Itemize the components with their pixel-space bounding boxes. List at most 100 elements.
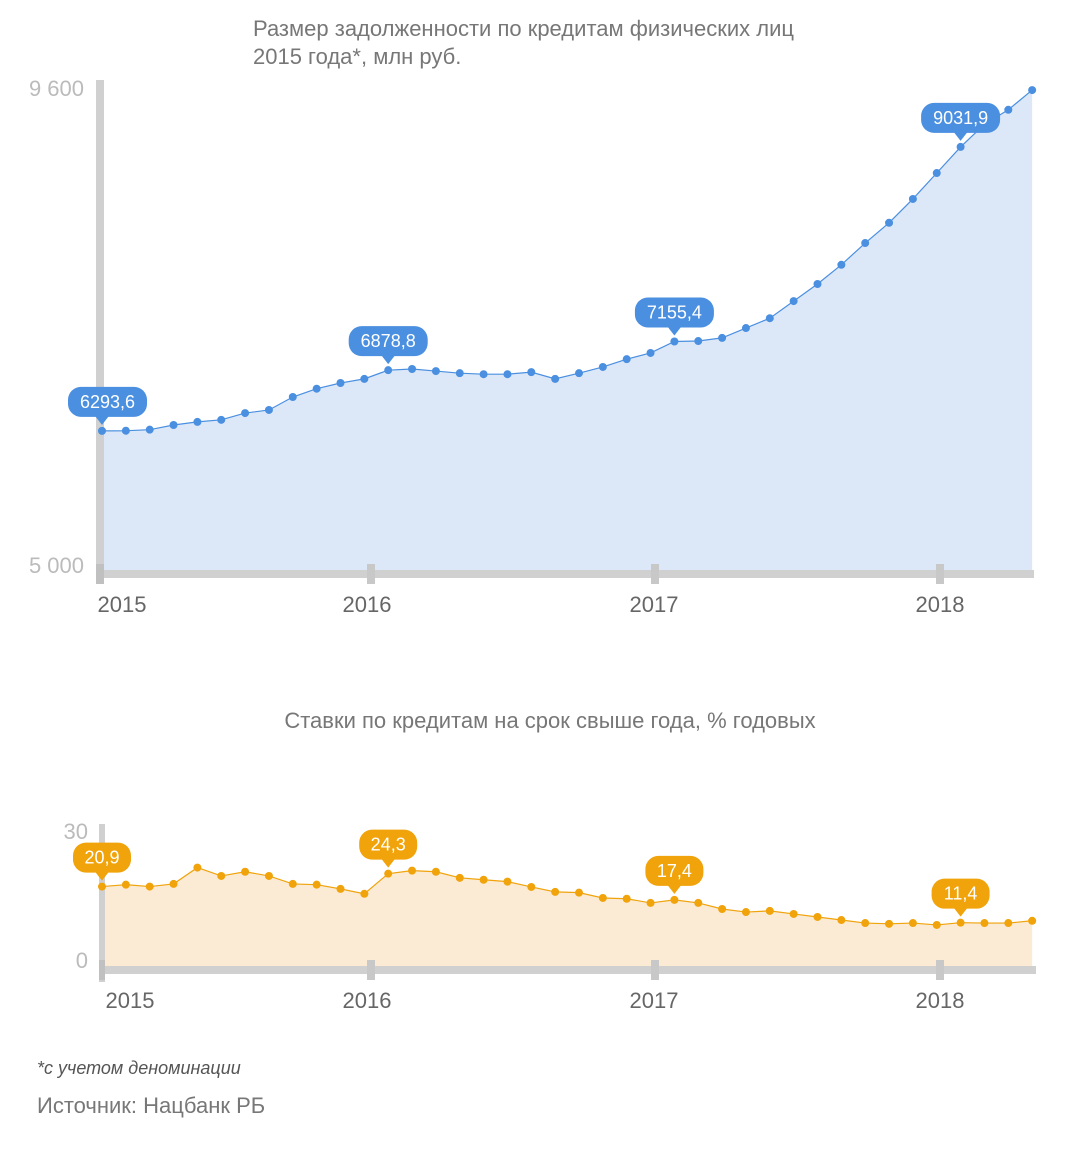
callout-label: 7155,4	[647, 302, 702, 322]
callout: 9031,9	[921, 102, 1001, 141]
callout-box	[931, 878, 990, 909]
callout-box	[645, 855, 704, 886]
area-fill	[102, 867, 1033, 970]
debt-chart: Размер задолженности по кредитам физичес…	[29, 16, 1037, 617]
x-tick	[651, 960, 659, 980]
data-point	[288, 393, 297, 402]
data-point	[360, 889, 369, 898]
data-point	[575, 369, 583, 378]
data-point	[718, 905, 727, 913]
callout: 17,4	[645, 855, 704, 894]
callout: 24,3	[359, 829, 418, 868]
callout-box	[359, 829, 418, 860]
data-point	[765, 906, 774, 915]
data-point	[551, 887, 560, 896]
data-point	[408, 866, 417, 875]
callout: 6878,8	[348, 326, 428, 365]
data-point	[241, 867, 250, 876]
callout-label: 6878,8	[361, 331, 416, 351]
x-tick-label: 2018	[916, 592, 965, 617]
footnote: *с учетом деноминации	[37, 1058, 241, 1078]
x-tick-label: 2016	[343, 592, 392, 617]
area-layer	[102, 90, 1033, 574]
data-point	[527, 882, 536, 891]
data-point	[622, 894, 631, 903]
callout-pointer	[667, 326, 682, 336]
x-tick-label: 2016	[343, 988, 392, 1013]
series-line	[101, 866, 1033, 926]
data-point	[598, 893, 607, 902]
callout-pointer	[381, 858, 396, 868]
callout-label: 9031,9	[933, 108, 988, 128]
data-point	[169, 421, 178, 430]
x-tick	[367, 960, 375, 980]
data-point	[193, 863, 202, 872]
callout-label: 20,9	[84, 848, 119, 868]
x-tick-label: 2015	[106, 988, 155, 1013]
callout: 20,9	[73, 842, 131, 881]
callout-pointer	[95, 415, 109, 425]
data-point	[694, 337, 703, 346]
data-point	[121, 880, 130, 889]
area-fill	[102, 90, 1033, 574]
data-point	[527, 368, 536, 377]
data-point	[145, 425, 154, 434]
data-point	[551, 374, 560, 383]
x-tick	[651, 564, 659, 584]
data-point	[789, 909, 798, 918]
marks-layer: 20,9 24,3 17,4 11,4	[73, 829, 1037, 929]
chart-title-line2: 2015 года*, млн руб.	[253, 44, 461, 69]
data-point	[813, 912, 822, 921]
data-point	[598, 362, 607, 371]
y-tick-label: 0	[76, 948, 88, 973]
callout-label: 6293,6	[80, 392, 135, 412]
data-point	[98, 882, 106, 891]
area-layer	[102, 867, 1033, 970]
callout-box	[73, 842, 131, 873]
data-point	[455, 873, 464, 882]
rates-chart: Ставки по кредитам на срок свыше года, %…	[64, 708, 1037, 1013]
data-point	[789, 297, 798, 306]
callout-box	[921, 102, 1001, 133]
x-tick-label: 2017	[630, 988, 679, 1013]
data-point	[956, 142, 965, 151]
data-point	[741, 908, 750, 917]
callout-label: 11,4	[944, 884, 978, 904]
chart-title: Размер задолженности по кредитам физичес…	[253, 16, 794, 41]
callout-pointer	[95, 871, 109, 881]
x-tick-label: 2015	[98, 592, 147, 617]
data-point	[312, 384, 321, 393]
data-point	[264, 871, 273, 880]
data-point	[98, 426, 106, 435]
data-point	[741, 324, 750, 333]
y-tick-label: 5 000	[29, 553, 84, 578]
data-point	[217, 871, 226, 880]
data-point	[908, 919, 917, 928]
data-point	[193, 417, 202, 426]
x-tick	[367, 564, 375, 584]
data-point	[1004, 105, 1013, 114]
data-point	[980, 919, 989, 928]
callout-box	[634, 297, 714, 328]
data-point	[312, 880, 321, 889]
data-point	[885, 218, 894, 227]
x-axis	[99, 966, 1036, 974]
x-axis	[96, 570, 1034, 578]
x-tick	[99, 960, 105, 980]
y-axis	[96, 80, 104, 580]
data-point	[718, 333, 727, 342]
data-point	[670, 337, 679, 346]
data-point	[288, 879, 297, 888]
data-point	[1028, 86, 1037, 95]
callout: 6293,6	[68, 386, 147, 425]
data-point	[217, 415, 226, 424]
x-tick-label: 2018	[916, 988, 965, 1013]
data-point	[646, 898, 655, 907]
source: Источник: Нацбанк РБ	[37, 1093, 265, 1118]
data-point	[384, 869, 393, 878]
y-axis	[99, 824, 105, 982]
x-tick	[936, 960, 944, 980]
x-tick	[936, 564, 944, 584]
data-point	[575, 888, 583, 897]
data-point	[861, 239, 870, 248]
